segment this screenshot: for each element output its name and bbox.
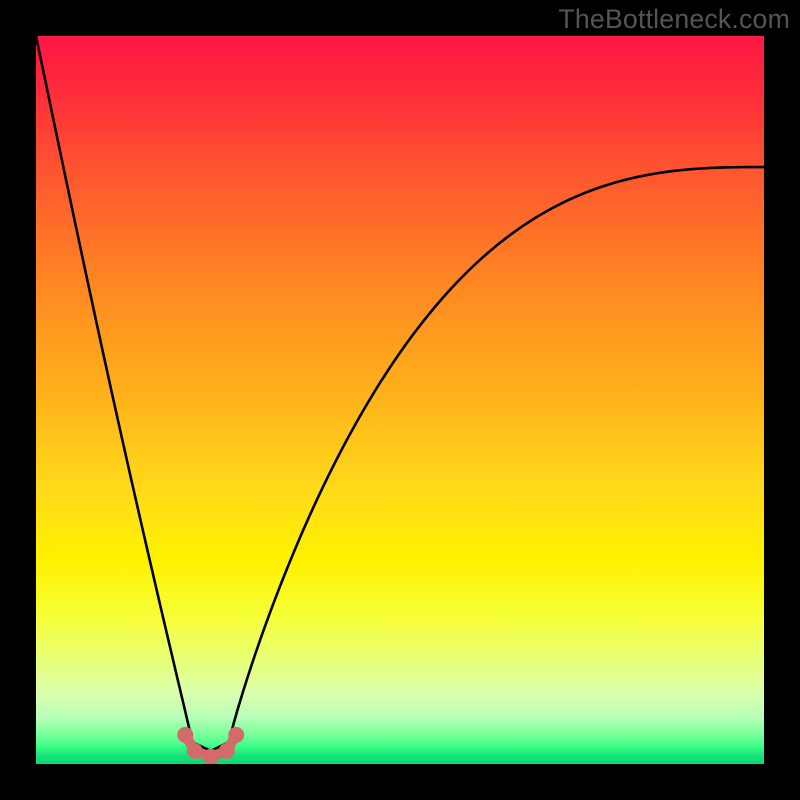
trough-dot — [177, 727, 193, 743]
chart-root: TheBottleneck.com — [0, 0, 800, 800]
trough-dot — [203, 749, 219, 765]
trough-dot — [228, 727, 244, 743]
chart-svg — [0, 0, 800, 800]
plot-background — [36, 36, 764, 764]
trough-dot — [219, 743, 235, 759]
trough-dot — [187, 743, 203, 759]
